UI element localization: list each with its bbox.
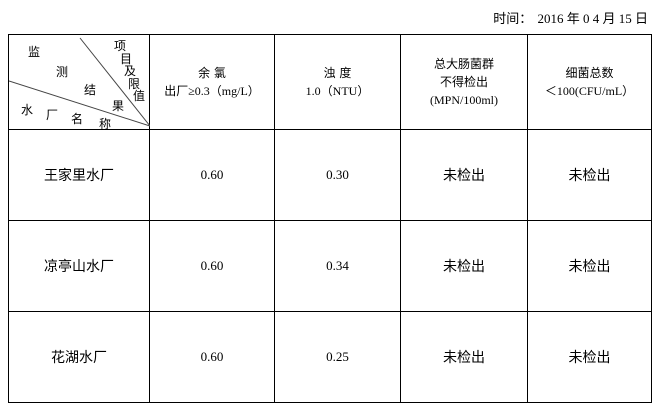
column-limit: ＜100(CFU/mL） (544, 84, 635, 98)
corner-char: 限 (128, 77, 141, 91)
column-name: 细菌总数 (565, 66, 614, 80)
corner-header: 监 测 结 果 项 目 及 限 值 水 厂 名 称 (8, 34, 150, 131)
cell-value: 0.25 (274, 311, 401, 403)
date-label: 时间： (493, 12, 533, 27)
cell-value: 未检出 (527, 311, 652, 403)
corner-char: 果 (112, 99, 125, 113)
corner-char: 值 (133, 89, 146, 103)
cell-value: 未检出 (527, 129, 652, 221)
corner-char: 称 (99, 117, 112, 131)
corner-char: 目 (120, 52, 133, 66)
corner-char: 厂 (46, 108, 59, 122)
column-header-turbidity: 浊 度 1.0（NTU） (274, 34, 401, 130)
cell-value: 0.60 (149, 311, 275, 403)
water-quality-table: 监 测 结 果 项 目 及 限 值 水 厂 名 称 余 氯出厂≥0.3（mg/L… (8, 34, 652, 403)
column-name: 余 氯 (198, 66, 226, 80)
diagonal-lines (9, 37, 150, 127)
cell-value: 0.30 (274, 129, 401, 221)
plant-name: 花湖水厂 (8, 311, 150, 403)
column-header-bacteria: 细菌总数 ＜100(CFU/mL） (527, 34, 652, 130)
corner-char: 监 (28, 45, 41, 59)
plant-name: 凉亭山水厂 (8, 220, 150, 312)
cell-value: 0.60 (149, 220, 275, 312)
cell-value: 未检出 (400, 311, 528, 403)
table-row: 凉亭山水厂 0.60 0.34 未检出 未检出 (8, 220, 652, 312)
date-value: 2016 年 0 4 月 15 日 (537, 11, 648, 26)
corner-char: 及 (124, 64, 137, 78)
column-header-coliform: 总大肠菌群不得检出 (MPN/100ml) (400, 34, 528, 130)
corner-char: 项 (114, 39, 127, 53)
column-name-2: 不得检出 (439, 75, 488, 89)
report-date: 时间： 2016 年 0 4 月 15 日 (491, 8, 648, 27)
column-header-residual-chlorine: 余 氯出厂≥0.3（mg/L） (149, 34, 275, 130)
column-limit: 1.0（NTU） (305, 84, 370, 98)
corner-char: 测 (56, 65, 69, 79)
column-name: 浊 度 (323, 66, 352, 80)
column-name: 总大肠菌群 (433, 57, 494, 71)
table-row: 王家里水厂 0.60 0.30 未检出 未检出 (8, 129, 652, 221)
table-row: 花湖水厂 0.60 0.25 未检出 未检出 (8, 311, 652, 403)
plant-name: 王家里水厂 (8, 129, 150, 221)
cell-value: 未检出 (400, 129, 528, 221)
corner-char: 水 (21, 103, 34, 117)
corner-char: 结 (84, 83, 97, 97)
cell-value: 未检出 (527, 220, 652, 312)
cell-value: 0.34 (274, 220, 401, 312)
column-limit: (MPN/100ml) (429, 93, 498, 107)
corner-char: 名 (71, 112, 84, 126)
cell-value: 0.60 (149, 129, 275, 221)
header-row: 监 测 结 果 项 目 及 限 值 水 厂 名 称 余 氯出厂≥0.3（mg/L… (8, 34, 652, 131)
cell-value: 未检出 (400, 220, 528, 312)
column-limit: 出厂≥0.3（mg/L） (164, 84, 260, 98)
